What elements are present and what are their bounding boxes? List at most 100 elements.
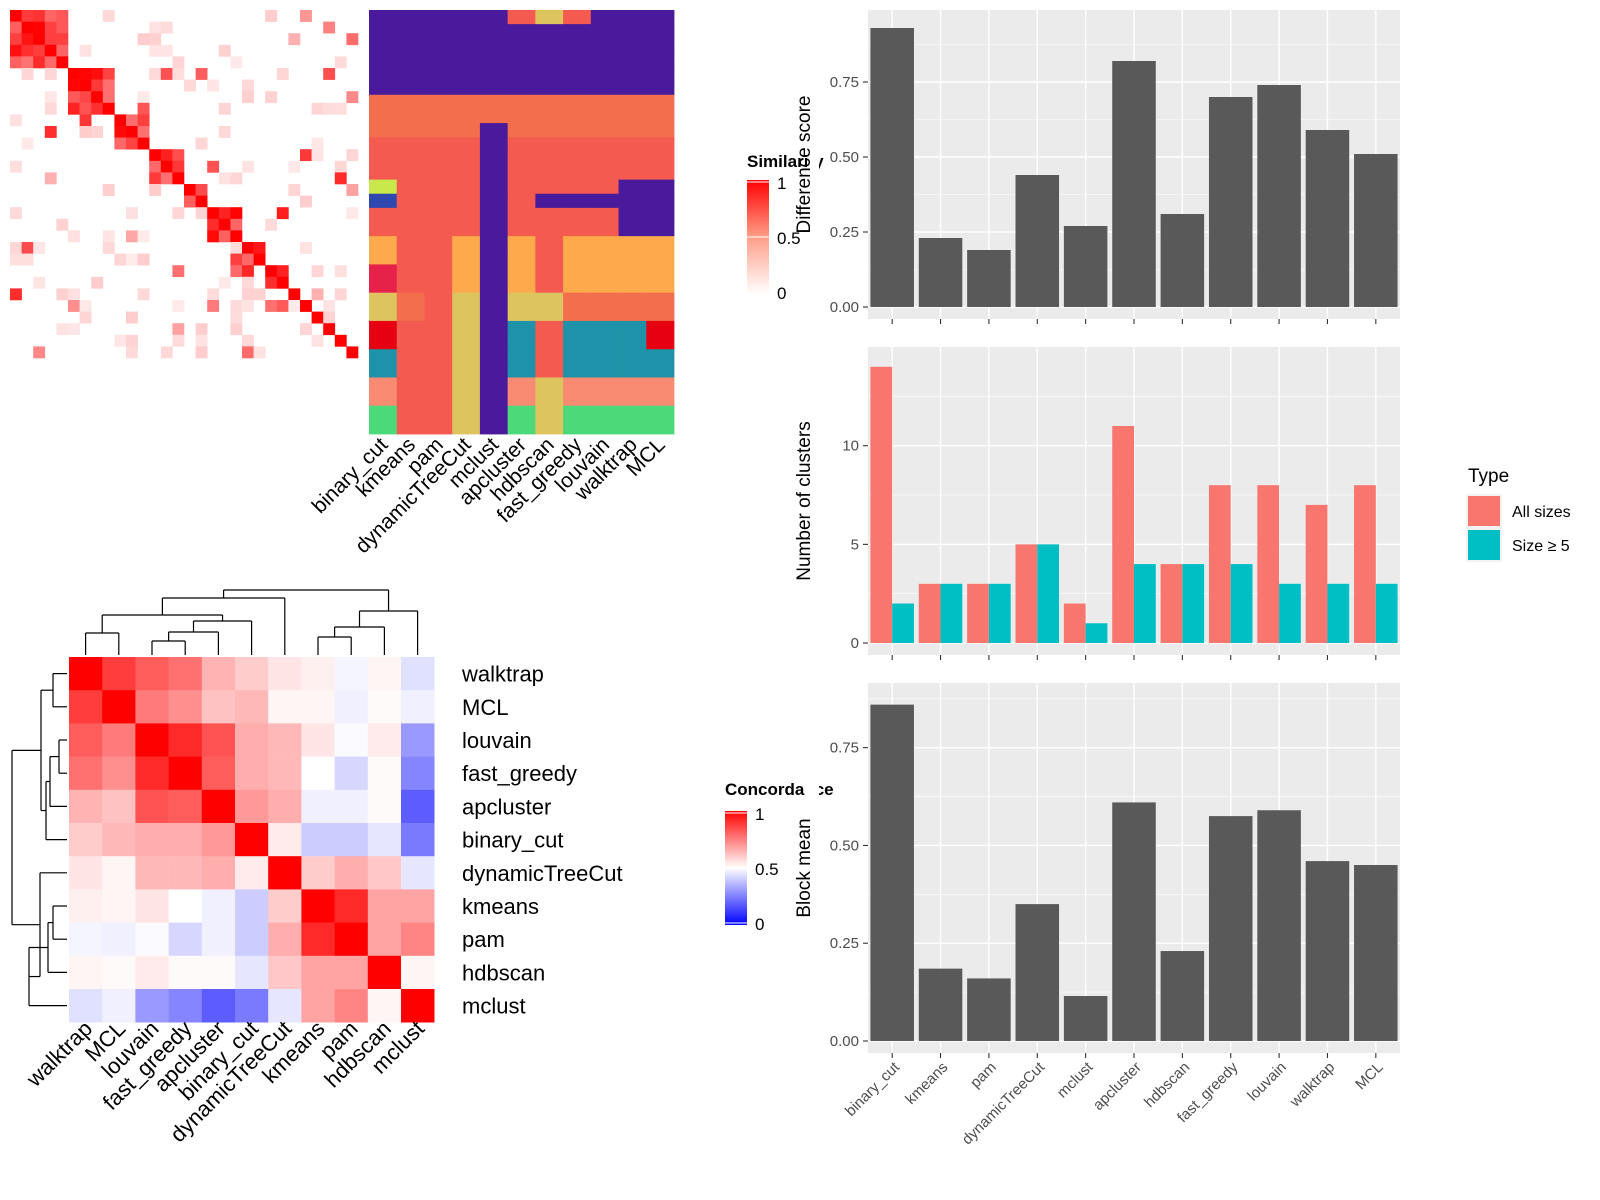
similarity-cell xyxy=(323,300,336,312)
concordance-cell xyxy=(235,823,269,857)
assignment-cell xyxy=(618,179,647,195)
similarity-cell xyxy=(300,195,312,208)
bar-pam xyxy=(967,250,1011,307)
concordance-cell xyxy=(69,856,103,890)
assignment-cell xyxy=(535,236,564,251)
similarity-cell xyxy=(300,10,312,22)
assignment-cell xyxy=(646,80,675,96)
concordance-cell xyxy=(135,989,169,1023)
similarity-cell xyxy=(44,102,57,115)
assignment-cell xyxy=(590,320,619,336)
assignment-cell xyxy=(590,123,619,138)
assignment-cell xyxy=(452,320,481,336)
assignment-cell xyxy=(369,193,398,209)
assignment-cell xyxy=(563,391,592,407)
similarity-cell xyxy=(265,265,278,278)
similarity-cell xyxy=(10,10,22,22)
similarity-cell xyxy=(334,102,347,115)
similarity-cell xyxy=(137,91,150,104)
assignment-cell xyxy=(563,80,592,96)
similarity-cell xyxy=(346,207,359,220)
similarity-cell xyxy=(288,184,301,196)
assignment-cell xyxy=(452,222,481,237)
assignment-cell xyxy=(369,377,398,392)
similarity-cell xyxy=(56,323,69,336)
assignment-cell xyxy=(535,207,564,223)
assignment-cell xyxy=(396,377,425,392)
assignment-cell xyxy=(646,264,675,279)
similarity-cell xyxy=(300,242,312,254)
similarity-cell xyxy=(102,79,115,92)
row-label-apcluster: apcluster xyxy=(462,794,551,819)
similarity-cell xyxy=(149,149,162,162)
assignment-cell xyxy=(396,24,425,39)
similarity-cell xyxy=(300,323,312,336)
assignment-cell xyxy=(563,193,592,209)
concordance-cell xyxy=(135,922,169,957)
similarity-cell xyxy=(102,184,115,196)
assignment-cell xyxy=(563,108,592,124)
assignment-cell xyxy=(507,320,536,336)
assignment-cell xyxy=(563,165,592,180)
assignment-cell xyxy=(590,108,619,124)
similarity-cell xyxy=(137,253,150,266)
similarity-cell xyxy=(102,10,115,22)
assignment-cell xyxy=(424,137,453,152)
similarity-cell xyxy=(276,68,289,80)
concordance-cell xyxy=(334,989,369,1023)
y-tick-label: 0 xyxy=(851,635,859,652)
similarity-cell xyxy=(323,68,336,80)
similarity-cell xyxy=(230,172,243,185)
concordance-cell xyxy=(201,823,236,857)
similarity-cell xyxy=(149,68,162,80)
bar-apcluster xyxy=(1112,425,1134,643)
similarity-cell xyxy=(149,33,162,46)
assignment-cell xyxy=(369,405,398,421)
assignment-cell xyxy=(618,335,647,350)
assignment-cell xyxy=(507,10,536,25)
assignment-cell xyxy=(396,264,425,279)
assignment-cell xyxy=(479,391,509,407)
row-label-mclust: mclust xyxy=(462,994,526,1019)
assignment-cell xyxy=(424,193,453,209)
assignment-cell xyxy=(535,377,564,392)
assignment-cell xyxy=(424,151,453,166)
concordance-cell xyxy=(367,823,402,857)
assignment-cell xyxy=(646,52,675,67)
assignment-cell xyxy=(507,278,536,294)
bar-mclust xyxy=(1063,226,1108,307)
similarity-cell xyxy=(79,44,92,57)
assignment-cell xyxy=(452,405,481,421)
assignment-cell xyxy=(396,306,425,322)
assignment-cell xyxy=(618,10,647,25)
concordance-cell xyxy=(367,657,402,691)
similarity-cell xyxy=(91,79,104,92)
concordance-row-labels: walktrap MCL louvain fast_greedy apcluster bi… xyxy=(461,662,623,1019)
assignment-cell xyxy=(646,236,675,251)
assignment-cell xyxy=(646,165,675,180)
assignment-cell xyxy=(507,193,536,209)
concordance-cell xyxy=(301,657,335,691)
concordance-cell xyxy=(367,723,402,757)
assignment-cell xyxy=(646,94,675,110)
similarity-cell xyxy=(276,300,289,312)
similarity-cell xyxy=(33,44,46,57)
assignment-cell xyxy=(590,264,619,279)
similarity-cell xyxy=(230,265,243,278)
similarity-cell xyxy=(276,276,289,289)
assignment-cell xyxy=(563,250,592,265)
y-tick-label: 0.00 xyxy=(830,1033,859,1050)
assignment-cell xyxy=(424,377,453,392)
x-tick-label-walktrap: walktrap xyxy=(1286,1059,1338,1111)
bar-walktrap xyxy=(1327,583,1350,643)
assignment-cell xyxy=(646,207,675,223)
similarity-heatmap xyxy=(10,10,359,359)
assignment-cell xyxy=(507,306,536,322)
assignment-cell xyxy=(535,38,564,53)
assignment-cell xyxy=(452,137,481,152)
assignment-cell xyxy=(396,207,425,223)
assignment-cell xyxy=(618,123,647,138)
concordance-cell xyxy=(268,955,302,990)
assignment-cell xyxy=(535,193,564,209)
similarity-cell xyxy=(44,56,57,69)
